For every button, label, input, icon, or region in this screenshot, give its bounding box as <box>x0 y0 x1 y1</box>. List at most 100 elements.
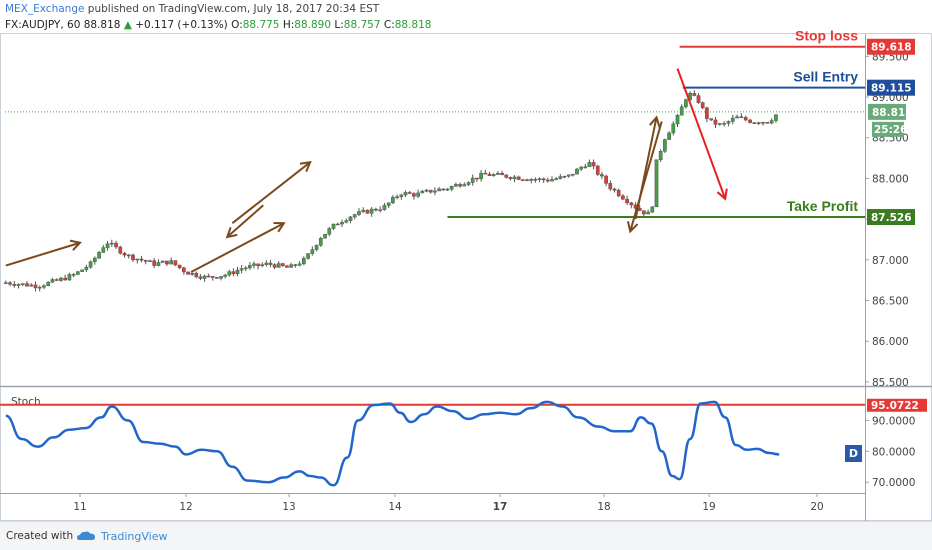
bear-candle[interactable] <box>25 283 29 287</box>
bull-candle[interactable] <box>335 223 340 226</box>
bear-candle[interactable] <box>194 272 199 278</box>
bull-candle[interactable] <box>550 179 554 182</box>
bear-candle[interactable] <box>8 282 12 285</box>
bear-candle[interactable] <box>118 246 123 254</box>
bear-candle[interactable] <box>458 184 462 187</box>
bear-candle[interactable] <box>591 162 596 167</box>
bull-candle[interactable] <box>202 275 207 279</box>
bull-candle[interactable] <box>135 258 140 261</box>
bear-candle[interactable] <box>487 173 492 176</box>
bull-candle[interactable] <box>369 208 374 214</box>
bear-candle[interactable] <box>700 102 705 109</box>
bear-candle[interactable] <box>407 192 412 194</box>
bull-candle[interactable] <box>97 252 101 259</box>
bull-candle[interactable] <box>37 286 42 289</box>
bull-candle[interactable] <box>663 139 667 152</box>
bull-candle[interactable] <box>16 284 21 286</box>
bear-candle[interactable] <box>33 284 38 289</box>
bear-candle[interactable] <box>504 174 509 178</box>
bull-candle[interactable] <box>735 116 739 119</box>
bull-candle[interactable] <box>42 285 46 288</box>
bull-candle[interactable] <box>587 162 592 167</box>
bull-candle[interactable] <box>449 186 454 190</box>
bear-candle[interactable] <box>752 122 757 124</box>
bull-candle[interactable] <box>654 159 659 208</box>
bull-candle[interactable] <box>276 263 281 268</box>
trend-arrow-down-1[interactable] <box>227 204 264 237</box>
bull-candle[interactable] <box>126 254 131 257</box>
bull-candle[interactable] <box>50 279 55 283</box>
trend-arrow-up-1[interactable] <box>5 243 80 267</box>
bear-candle[interactable] <box>612 188 617 191</box>
bear-candle[interactable] <box>739 116 744 119</box>
bull-candle[interactable] <box>314 244 319 250</box>
bull-candle[interactable] <box>318 238 323 246</box>
bull-candle[interactable] <box>679 106 684 116</box>
bull-candle[interactable] <box>416 192 420 197</box>
bull-candle[interactable] <box>352 214 357 218</box>
bear-candle[interactable] <box>765 121 770 124</box>
bull-candle[interactable] <box>156 262 161 266</box>
bear-candle[interactable] <box>441 188 446 191</box>
bull-candle[interactable] <box>310 249 315 254</box>
bull-candle[interactable] <box>395 196 399 198</box>
bear-candle[interactable] <box>748 119 752 123</box>
bull-candle[interactable] <box>537 178 542 180</box>
bear-candle[interactable] <box>545 179 550 182</box>
bull-candle[interactable] <box>223 274 227 277</box>
bull-candle[interactable] <box>327 228 332 235</box>
bull-candle[interactable] <box>570 173 575 176</box>
projection-arrow-down[interactable] <box>676 68 726 199</box>
trend-arrow-down-2[interactable] <box>630 121 663 231</box>
bear-candle[interactable] <box>428 189 433 193</box>
bull-candle[interactable] <box>248 265 252 269</box>
bull-candle[interactable] <box>344 220 349 223</box>
bear-candle[interactable] <box>131 254 135 261</box>
bear-candle[interactable] <box>365 209 370 214</box>
bear-candle[interactable] <box>756 122 761 124</box>
bear-candle[interactable] <box>616 189 621 197</box>
trend-arrow-up-2[interactable] <box>190 223 284 273</box>
bull-candle[interactable] <box>243 267 248 270</box>
bull-candle[interactable] <box>726 121 731 124</box>
bear-candle[interactable] <box>692 93 697 96</box>
bear-candle[interactable] <box>285 265 289 268</box>
bear-candle[interactable] <box>165 260 169 265</box>
bear-candle[interactable] <box>743 117 748 121</box>
bull-candle[interactable] <box>260 264 265 267</box>
bear-candle[interactable] <box>705 107 709 119</box>
bull-candle[interactable] <box>235 269 240 274</box>
bull-candle[interactable] <box>650 206 655 213</box>
bull-candle[interactable] <box>433 190 437 193</box>
bull-candle[interactable] <box>340 222 344 225</box>
bear-candle[interactable] <box>625 198 629 204</box>
chart-canvas[interactable]: 85.50086.00086.50087.00087.50088.00088.5… <box>0 0 932 521</box>
bull-candle[interactable] <box>462 184 467 187</box>
symbol-name[interactable]: FX:AUDJPY, 60 <box>5 19 81 31</box>
bull-candle[interactable] <box>658 151 663 160</box>
bear-candle[interactable] <box>215 277 219 279</box>
bear-candle[interactable] <box>533 179 538 181</box>
bear-candle[interactable] <box>280 263 285 267</box>
bear-candle[interactable] <box>521 179 525 181</box>
bull-candle[interactable] <box>512 176 517 180</box>
bear-candle[interactable] <box>177 264 182 269</box>
bull-candle[interactable] <box>29 284 34 287</box>
bull-candle[interactable] <box>348 216 353 221</box>
bull-candle[interactable] <box>470 177 475 183</box>
bull-candle[interactable] <box>575 168 579 175</box>
bear-candle[interactable] <box>709 118 714 121</box>
bull-candle[interactable] <box>671 123 676 134</box>
bull-candle[interactable] <box>289 264 293 268</box>
bull-candle[interactable] <box>730 117 735 122</box>
bear-candle[interactable] <box>143 259 148 262</box>
bull-candle[interactable] <box>466 182 471 185</box>
bull-candle[interactable] <box>361 209 366 212</box>
bear-candle[interactable] <box>374 208 378 211</box>
bull-candle[interactable] <box>323 233 327 239</box>
bull-candle[interactable] <box>84 266 89 271</box>
bull-candle[interactable] <box>761 121 765 124</box>
bull-candle[interactable] <box>491 174 496 176</box>
bull-candle[interactable] <box>583 166 588 168</box>
bear-candle[interactable] <box>12 284 17 286</box>
